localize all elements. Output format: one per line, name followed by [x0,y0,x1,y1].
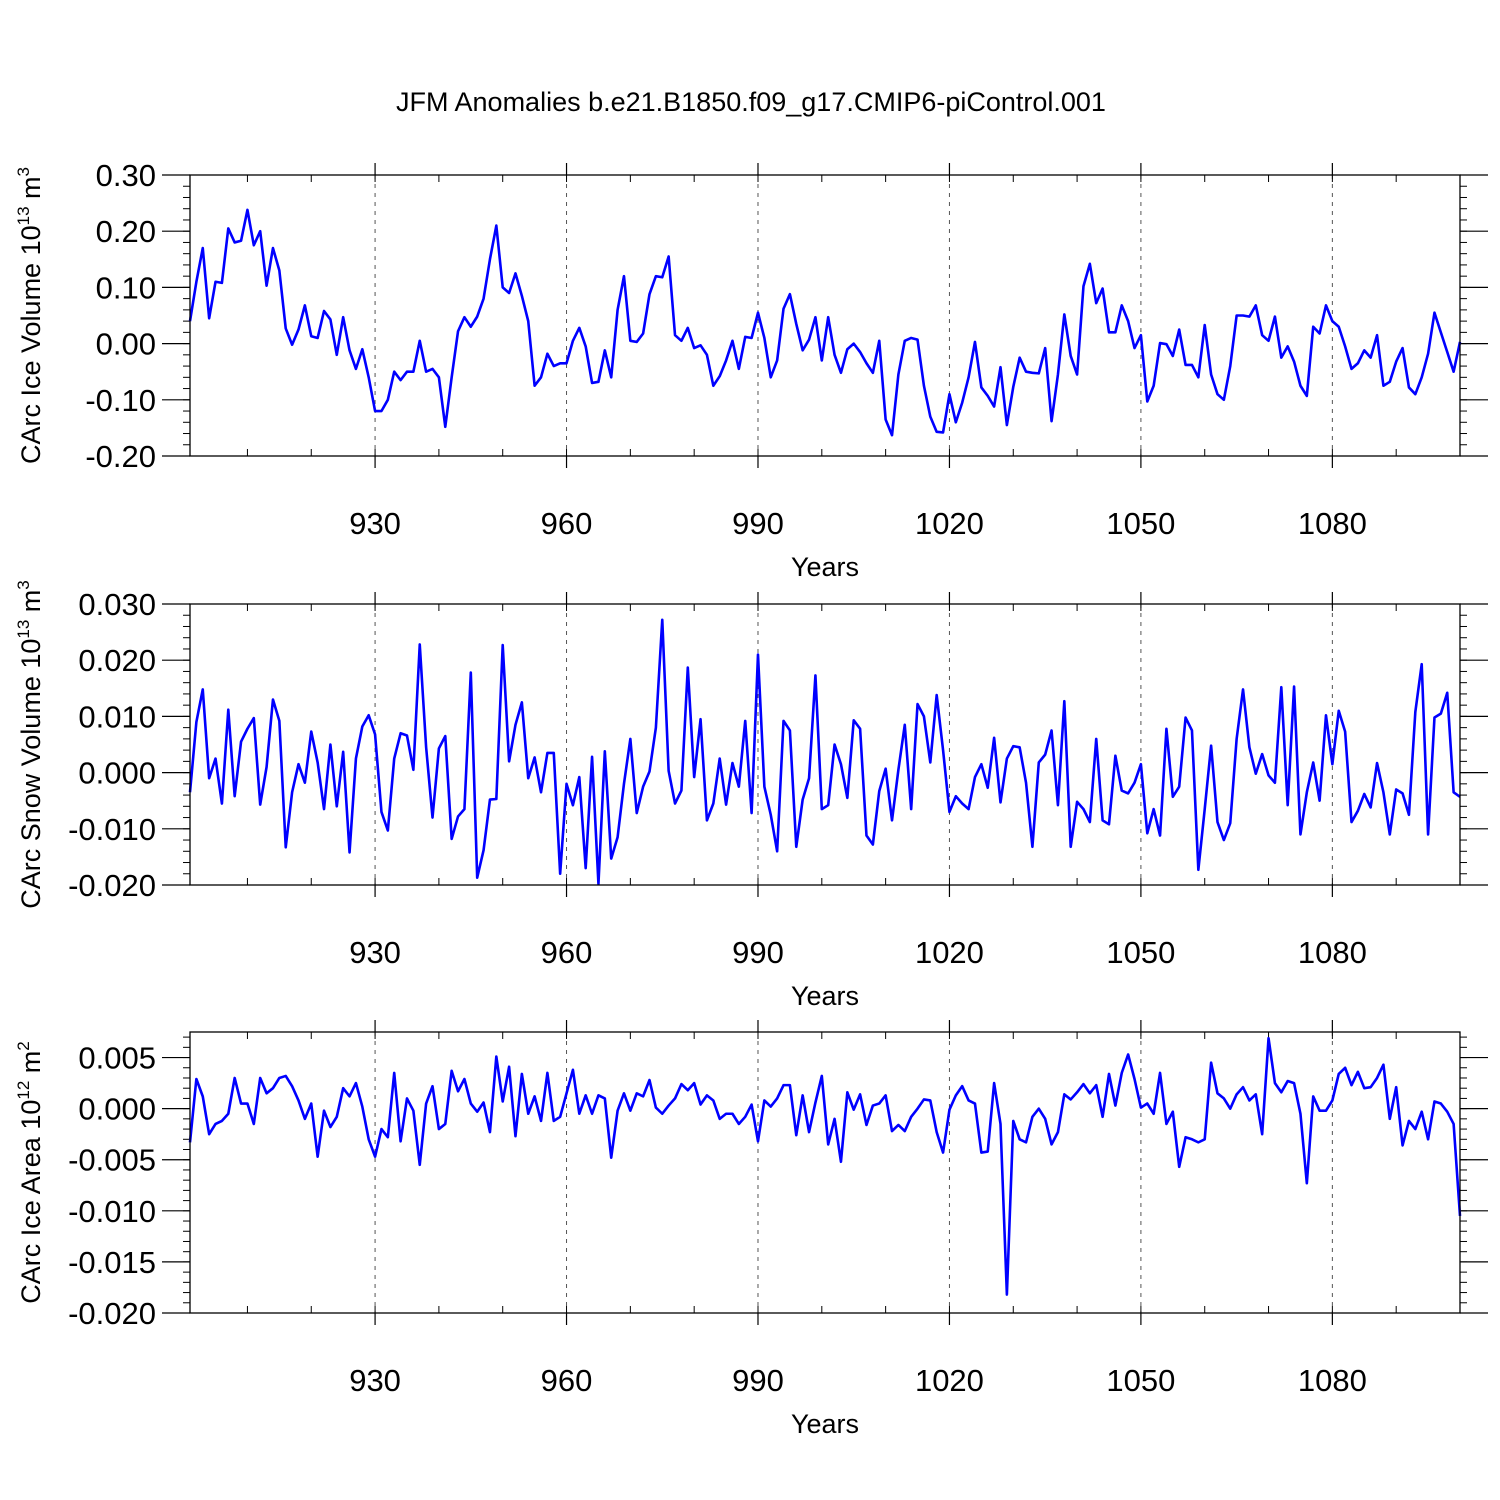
y-tick-label: -0.015 [68,1245,156,1280]
y-tick-label: 0.20 [96,214,156,249]
y-tick-label: 0.010 [78,699,156,734]
x-tick-label: 1080 [1298,506,1367,541]
y-tick-label: 0.00 [96,327,156,362]
y-axis-label: CArc Snow Volume 1013 m3 [14,580,46,909]
x-tick-label: 1080 [1298,935,1367,970]
x-axis-label: Years [791,552,859,582]
x-tick-label: 960 [541,1363,593,1398]
plot-frame [189,603,1461,886]
y-tick-label: -0.10 [85,383,156,418]
y-tick-label: 0.000 [78,756,156,791]
x-tick-label: 930 [349,506,401,541]
chart-panel-2: -0.020 -0.010 0.000 0.010 0.020 0.030 930 960 99… [14,580,1488,1011]
chart-panel-1: -0.20 -0.10 0.00 0.10 0.20 0.30 930 960 990 1020 1… [14,158,1488,582]
x-tick-label: 1020 [915,506,984,541]
plot-frame [189,1031,1461,1314]
y-axis-label: CArc Ice Volume 1013 m3 [14,167,46,464]
x-tick-label: 1020 [915,1363,984,1398]
data-series-line [188,208,1462,437]
chart-panel-3: -0.020 -0.015 -0.010 -0.005 0.000 0.005 930 960… [14,1020,1488,1439]
x-tick-label: 1020 [915,935,984,970]
y-tick-label: 0.020 [78,643,156,678]
x-tick-label: 1080 [1298,1363,1367,1398]
y-tick-label: 0.30 [96,158,156,193]
x-tick-label: 1050 [1106,935,1175,970]
y-tick-label: -0.20 [85,439,156,474]
figure-title: JFM Anomalies b.e21.B1850.f09_g17.CMIP6-… [396,87,1106,117]
data-series-line [188,618,1461,886]
plot-frame [189,174,1461,457]
y-tick-label: -0.010 [68,812,156,847]
x-tick-label: 930 [349,935,401,970]
x-tick-label: 930 [349,1363,401,1398]
x-tick-label: 1050 [1106,1363,1175,1398]
y-tick-label: 0.000 [78,1092,156,1127]
x-tick-label: 990 [732,506,784,541]
y-tick-label: -0.005 [68,1143,156,1178]
data-series-line [188,1036,1462,1296]
x-tick-label: 990 [732,935,784,970]
x-axis-label: Years [791,981,859,1011]
x-tick-label: 960 [541,935,593,970]
y-tick-label: -0.020 [68,868,156,903]
y-tick-label: 0.005 [78,1041,156,1076]
y-tick-label: 0.10 [96,270,156,305]
x-axis-label: Years [791,1409,859,1439]
y-tick-label: 0.030 [78,587,156,622]
x-tick-label: 990 [732,1363,784,1398]
y-axis-label: CArc Ice Area 1012 m2 [14,1041,46,1304]
y-tick-label: -0.020 [68,1296,156,1331]
x-tick-label: 960 [541,506,593,541]
y-tick-label: -0.010 [68,1194,156,1229]
x-tick-label: 1050 [1106,506,1175,541]
